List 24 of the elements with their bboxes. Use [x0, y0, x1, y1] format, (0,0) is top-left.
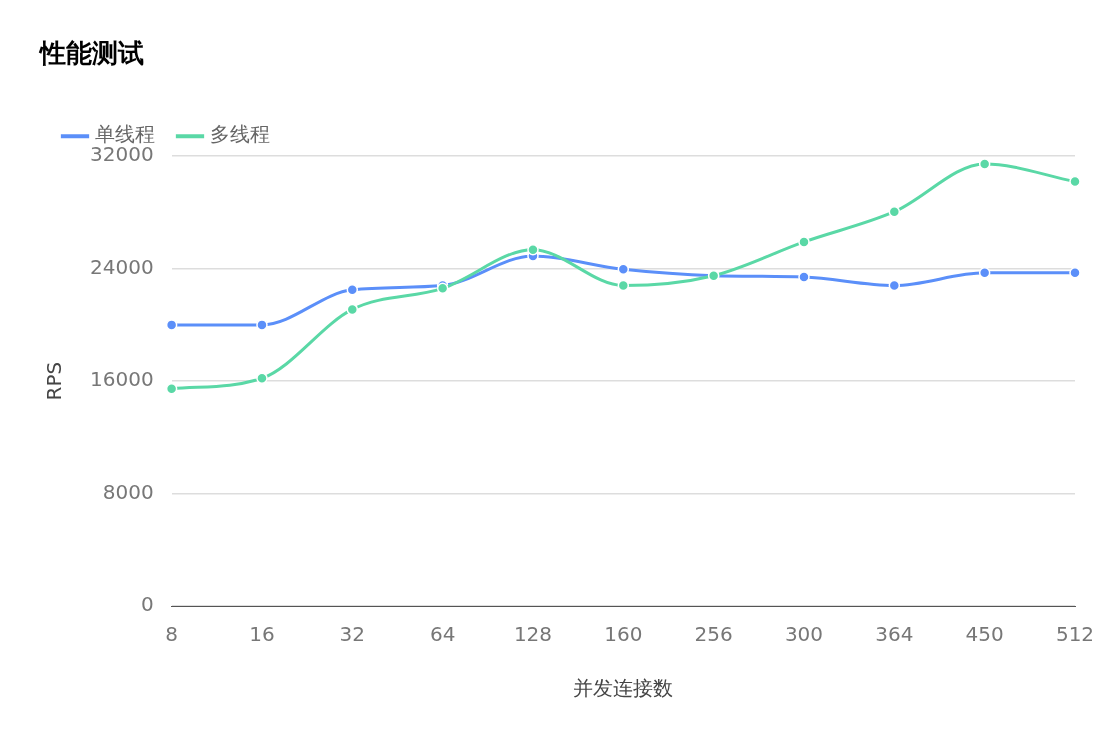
chart-title: 性能测试	[38, 38, 144, 69]
x-tick-label: 160	[604, 622, 643, 647]
x-tick-label: 364	[875, 622, 914, 647]
x-tick-label: 256	[694, 622, 733, 647]
legend-label: 单线程	[95, 122, 155, 147]
x-tick-label: 64	[429, 622, 456, 647]
legend-label: 多线程	[210, 122, 270, 147]
y-axis-title: RPS	[42, 361, 67, 401]
point	[798, 236, 810, 248]
x-axis-title: 并发连接数	[573, 676, 674, 701]
x-tick-label: 128	[513, 622, 553, 647]
y-tick-label: 16000	[90, 367, 154, 392]
x-tick-label: 8	[165, 622, 178, 647]
x-tick-label: 16	[249, 622, 275, 647]
y-tick-label: 24000	[90, 254, 154, 279]
x-tick-label: 300	[784, 622, 824, 647]
y-tick-label: 8000	[102, 479, 154, 504]
point	[798, 271, 810, 283]
y-tick-label: 0	[140, 592, 154, 617]
point	[978, 158, 991, 170]
point	[256, 319, 268, 331]
x-tick-label: 32	[339, 622, 366, 647]
x-tick-label: 450	[965, 622, 1004, 647]
x-tick-label: 512	[1055, 622, 1095, 647]
